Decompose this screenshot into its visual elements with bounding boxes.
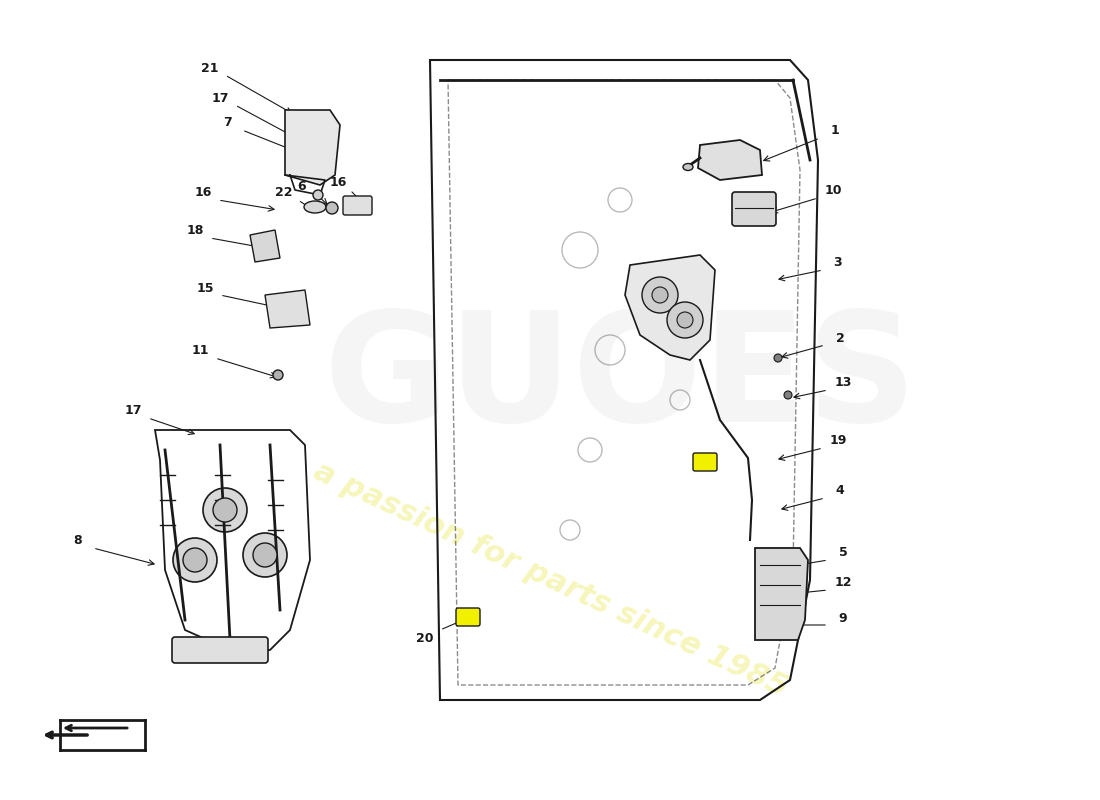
Circle shape	[173, 538, 217, 582]
FancyBboxPatch shape	[693, 453, 717, 471]
Ellipse shape	[683, 163, 693, 170]
Text: 4: 4	[836, 485, 845, 498]
Text: 9: 9	[838, 611, 847, 625]
Circle shape	[784, 391, 792, 399]
Circle shape	[204, 488, 248, 532]
Text: 7: 7	[223, 117, 232, 130]
Circle shape	[314, 190, 323, 200]
Text: 6: 6	[298, 179, 306, 193]
Text: 11: 11	[191, 345, 209, 358]
Circle shape	[326, 202, 338, 214]
Polygon shape	[755, 548, 808, 640]
Circle shape	[642, 277, 678, 313]
Circle shape	[273, 370, 283, 380]
Text: 2: 2	[836, 331, 845, 345]
Text: 21: 21	[201, 62, 219, 74]
Text: 20: 20	[416, 631, 433, 645]
Circle shape	[676, 312, 693, 328]
Circle shape	[213, 498, 236, 522]
Polygon shape	[250, 230, 280, 262]
Circle shape	[253, 543, 277, 567]
FancyBboxPatch shape	[456, 608, 480, 626]
Polygon shape	[625, 255, 715, 360]
Text: 17: 17	[211, 91, 229, 105]
Text: 17: 17	[124, 405, 142, 418]
Text: 16: 16	[195, 186, 211, 199]
Text: 12: 12	[834, 577, 851, 590]
Text: 1: 1	[830, 125, 839, 138]
Circle shape	[243, 533, 287, 577]
Text: 10: 10	[824, 185, 842, 198]
Text: 13: 13	[834, 377, 851, 390]
Text: GUOES: GUOES	[323, 306, 917, 454]
Text: 8: 8	[74, 534, 82, 547]
Text: 5: 5	[838, 546, 847, 559]
Circle shape	[774, 354, 782, 362]
Circle shape	[667, 302, 703, 338]
Text: 18: 18	[186, 225, 204, 238]
Text: 3: 3	[834, 257, 843, 270]
Circle shape	[652, 287, 668, 303]
FancyBboxPatch shape	[172, 637, 268, 663]
FancyBboxPatch shape	[732, 192, 775, 226]
Polygon shape	[265, 290, 310, 328]
Text: a passion for parts since 1985: a passion for parts since 1985	[308, 457, 792, 703]
Text: 16: 16	[329, 177, 346, 190]
Text: 15: 15	[196, 282, 213, 294]
FancyBboxPatch shape	[343, 196, 372, 215]
Text: 19: 19	[829, 434, 847, 447]
Circle shape	[183, 548, 207, 572]
Polygon shape	[698, 140, 762, 180]
Ellipse shape	[304, 201, 326, 213]
Text: 22: 22	[275, 186, 293, 199]
Polygon shape	[285, 110, 340, 185]
